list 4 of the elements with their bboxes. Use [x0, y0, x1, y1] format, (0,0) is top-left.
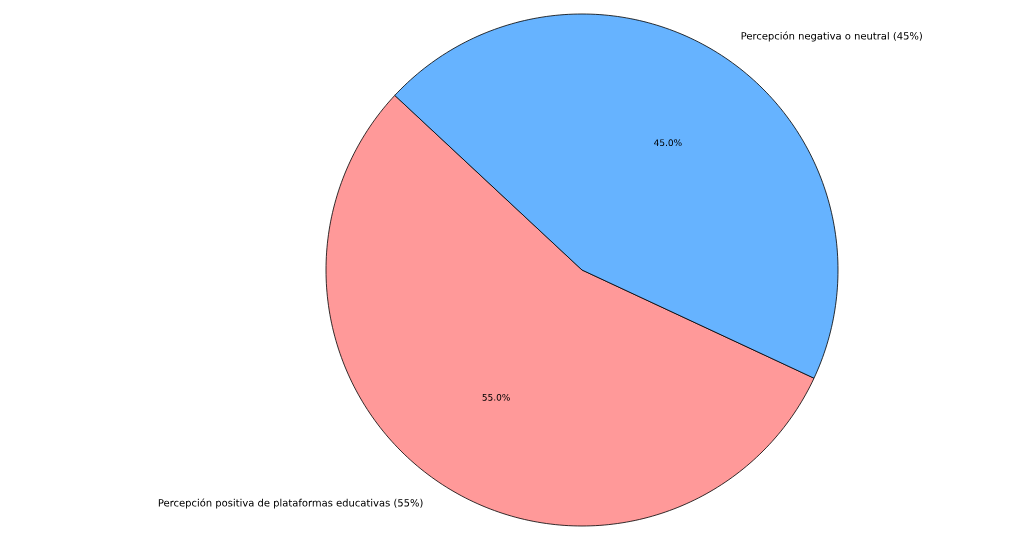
data-label: 55.0%: [482, 393, 510, 401]
slice-label: Percepción negativa o neutral (45%): [741, 31, 922, 42]
data-label: 45.0%: [654, 139, 682, 147]
slice-label: Percepción positiva de plataformas educativas (55%): [158, 498, 423, 509]
